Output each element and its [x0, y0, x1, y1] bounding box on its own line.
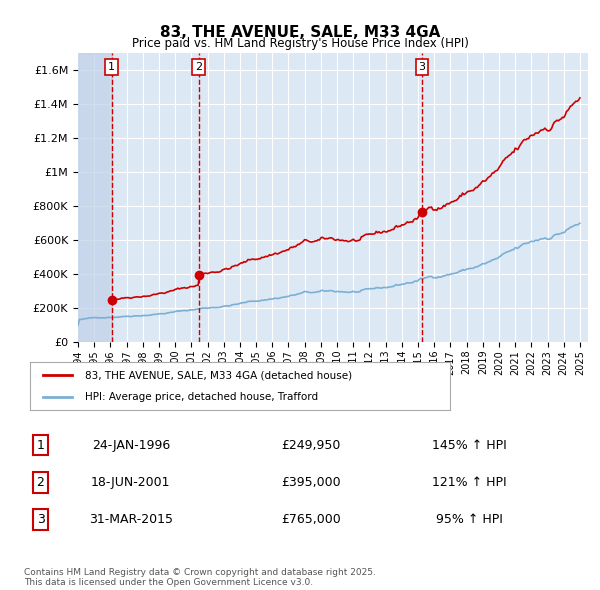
- Text: £395,000: £395,000: [281, 476, 341, 489]
- Text: £765,000: £765,000: [281, 513, 341, 526]
- Text: 1: 1: [37, 438, 44, 452]
- Text: HPI: Average price, detached house, Trafford: HPI: Average price, detached house, Traf…: [85, 392, 318, 402]
- Text: 121% ↑ HPI: 121% ↑ HPI: [432, 476, 506, 489]
- Text: 83, THE AVENUE, SALE, M33 4GA (detached house): 83, THE AVENUE, SALE, M33 4GA (detached …: [85, 370, 352, 380]
- Text: 1: 1: [108, 62, 115, 72]
- Text: £249,950: £249,950: [281, 438, 341, 452]
- Text: 3: 3: [419, 62, 425, 72]
- Text: 3: 3: [37, 513, 44, 526]
- Text: 95% ↑ HPI: 95% ↑ HPI: [436, 513, 503, 526]
- Text: 18-JUN-2001: 18-JUN-2001: [91, 476, 170, 489]
- Text: Price paid vs. HM Land Registry's House Price Index (HPI): Price paid vs. HM Land Registry's House …: [131, 37, 469, 50]
- Text: 2: 2: [37, 476, 44, 489]
- Text: 83, THE AVENUE, SALE, M33 4GA: 83, THE AVENUE, SALE, M33 4GA: [160, 25, 440, 40]
- Text: 24-JAN-1996: 24-JAN-1996: [92, 438, 170, 452]
- Text: Contains HM Land Registry data © Crown copyright and database right 2025.
This d: Contains HM Land Registry data © Crown c…: [24, 568, 376, 587]
- Text: 145% ↑ HPI: 145% ↑ HPI: [432, 438, 506, 452]
- Bar: [78, 53, 112, 342]
- Text: 31-MAR-2015: 31-MAR-2015: [89, 513, 173, 526]
- Text: 2: 2: [195, 62, 202, 72]
